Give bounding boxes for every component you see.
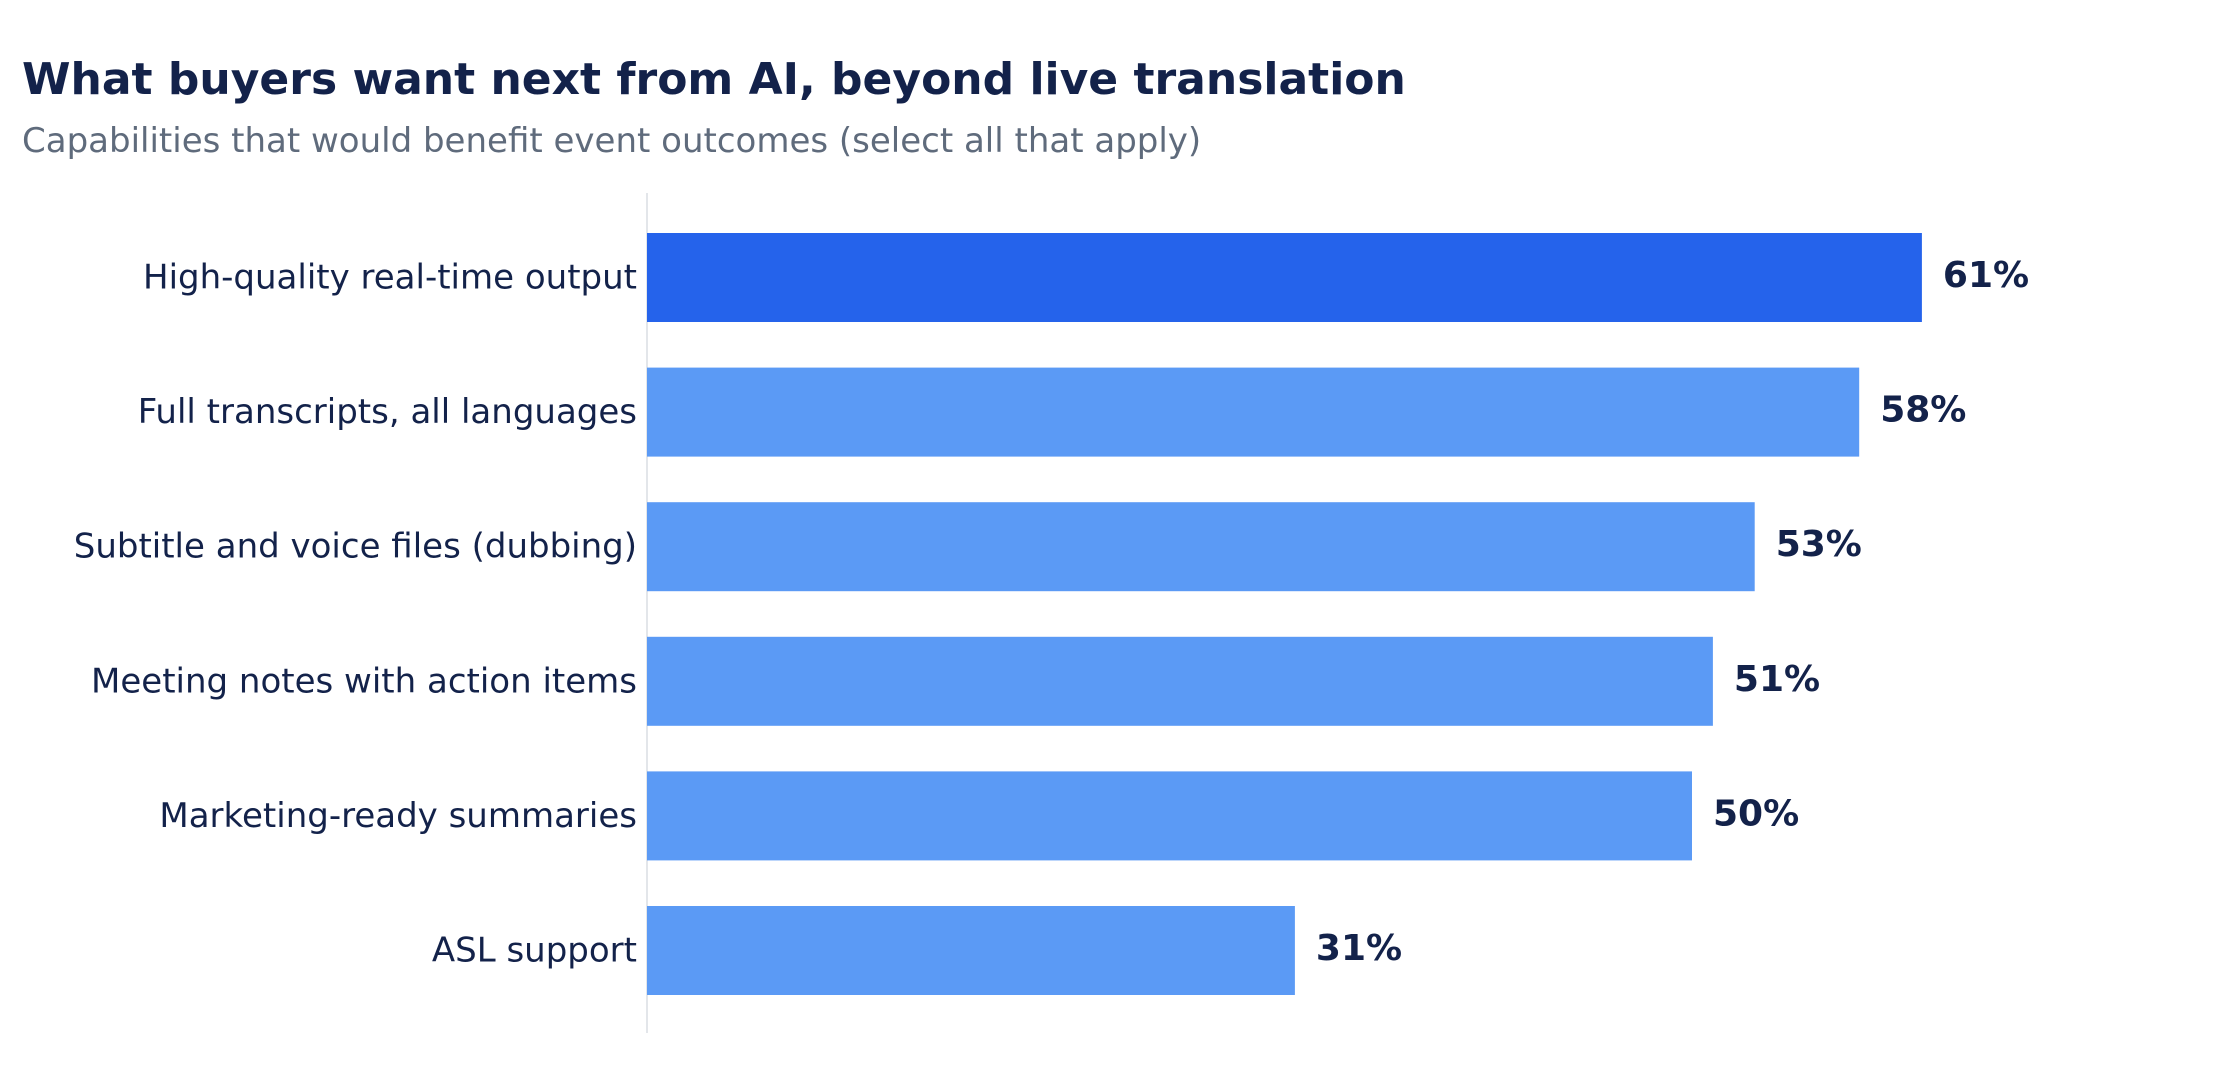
bars-layer	[647, 233, 1922, 995]
category-label-high-quality-real-time-output: High-quality real-time output	[143, 258, 637, 298]
value-label-marketing-ready-summaries: 50%	[1713, 793, 1799, 834]
value-labels: 61% 58% 53% 51% 50% 31%	[1316, 255, 2029, 969]
bar-full-transcripts-all-languages	[647, 367, 1860, 457]
value-label-full-transcripts-all-languages: 58%	[1880, 390, 1966, 431]
value-label-subtitle-and-voice-files-dubbing: 53%	[1776, 524, 1862, 565]
chart-title: What buyers want next from AI, beyond li…	[22, 54, 1406, 105]
value-label-asl-support: 31%	[1316, 928, 1402, 969]
value-label-high-quality-real-time-output: 61%	[1943, 255, 2029, 296]
bar-marketing-ready-summaries	[647, 771, 1692, 861]
value-label-meeting-notes-with-action-items: 51%	[1734, 659, 1820, 700]
category-label-subtitle-and-voice-files-dubbing: Subtitle and voice files (dubbing)	[74, 527, 637, 567]
bar-asl-support	[647, 906, 1295, 995]
chart-subtitle: Capabilities that would benefit event ou…	[22, 121, 1202, 161]
category-labels: High-quality real-time output Full transc…	[74, 258, 637, 971]
bar-subtitle-and-voice-files-dubbing	[647, 502, 1755, 592]
bar-meeting-notes-with-action-items	[647, 636, 1713, 726]
category-label-meeting-notes-with-action-items: Meeting notes with action items	[91, 661, 637, 701]
category-label-full-transcripts-all-languages: Full transcripts, all languages	[138, 392, 637, 432]
category-label-asl-support: ASL support	[432, 931, 637, 971]
bar-high-quality-real-time-output	[647, 233, 1922, 322]
category-label-marketing-ready-summaries: Marketing-ready summaries	[159, 796, 637, 836]
